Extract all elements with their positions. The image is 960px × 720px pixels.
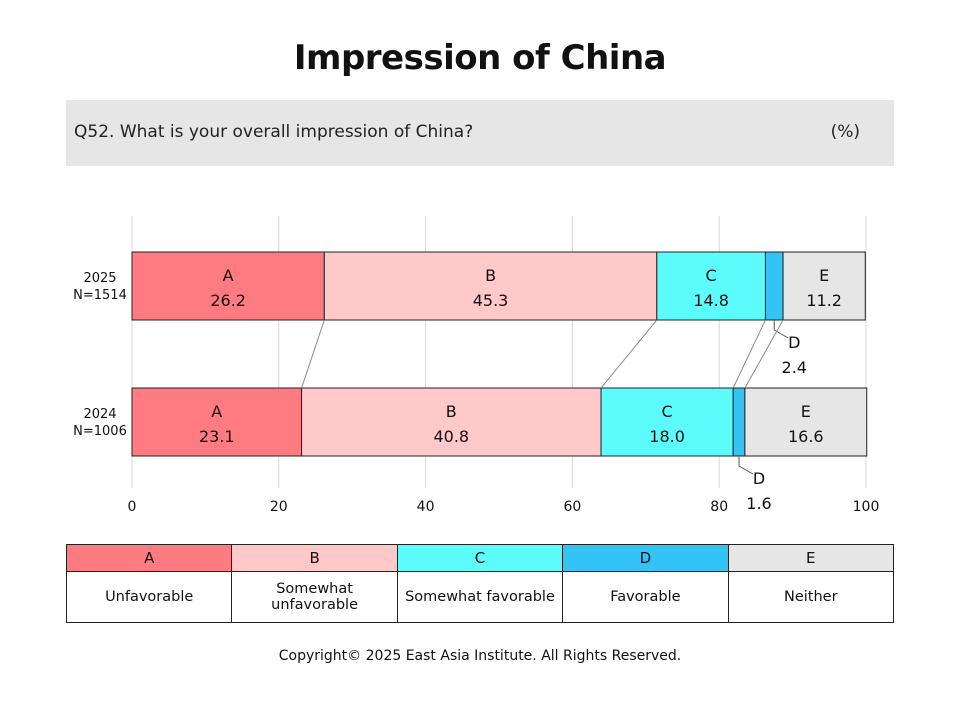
segment-series-label: C [706,266,717,285]
unit-label: (%) [830,122,860,142]
legend-key-d: D [562,544,729,572]
segment-series-label: C [662,402,673,421]
bar-segment-d [732,387,746,457]
segment-series-label: B [446,402,457,421]
segment-series-label: A [211,402,222,421]
x-tick-label: 100 [853,499,880,515]
bar-segment-e [744,387,868,457]
legend-desc-d: Favorable [562,571,729,623]
category-n-label: N=1514 [73,288,127,303]
x-tick-label: 80 [710,499,728,515]
connector-line [744,319,784,389]
stacked-bar-chart: 0 20 40 60 80 100 2025 N=1514 2024 N=1006 A 26.2 A 23… [73,216,880,515]
callout-series-label: D [788,333,800,352]
segment-value-label: 16.6 [788,427,824,446]
segment-value-label: 45.3 [473,291,509,310]
legend-key-c: C [396,544,564,572]
legend-table: A B C D E Unfavorable Somewhat unfavorab… [65,544,895,623]
connector-line [732,319,766,389]
segment-value-label: 18.0 [649,427,685,446]
category-n-label: N=1006 [73,424,127,439]
callout-value-label: 1.6 [746,494,771,513]
bar-segment-a [131,387,303,457]
segment-value-label: 23.1 [199,427,235,446]
segment-series-label: B [485,266,496,285]
segment-series-label: E [819,266,829,285]
bar-segment-e [782,251,866,321]
legend-desc-c: Somewhat favorable [396,571,564,623]
category-year-label: 2025 [83,271,116,286]
bar-segment-b [323,251,658,321]
connector-line [301,319,325,389]
question-text: Q52. What is your overall impression of … [74,122,474,142]
bar-segment-b [301,387,602,457]
connector-line [600,319,658,389]
legend-key-a: A [65,544,233,572]
x-tick-label: 20 [270,499,288,515]
bar-segment-d [764,251,784,321]
segment-series-label: A [223,266,234,285]
bar-segment-c [656,251,766,321]
legend-key-b: B [231,544,398,572]
x-tick-label: 60 [563,499,581,515]
legend-key-e: E [727,544,895,572]
segment-value-label: 11.2 [806,291,842,310]
question-box: Q52. What is your overall impression of … [66,100,894,166]
chart-title: Impression of China [293,38,667,78]
x-tick-label: 40 [417,499,435,515]
x-tick-label: 0 [128,499,137,515]
callout-leader-line [738,456,754,475]
segment-value-label: 40.8 [433,427,469,446]
segment-series-label: E [801,402,811,421]
callout-series-label: D [753,469,765,488]
callout-leader-line [773,320,789,339]
segment-value-label: 26.2 [210,291,246,310]
legend-desc-b: Somewhat unfavorable [231,571,398,623]
callout-value-label: 2.4 [782,358,807,377]
legend-desc-e: Neither [727,571,895,623]
copyright-text: Copyright© 2025 East Asia Institute. All… [278,648,682,664]
category-year-label: 2024 [83,407,116,422]
bar-segment-a [131,251,325,321]
segment-value-label: 14.8 [693,291,729,310]
legend-desc-a: Unfavorable [65,571,233,623]
